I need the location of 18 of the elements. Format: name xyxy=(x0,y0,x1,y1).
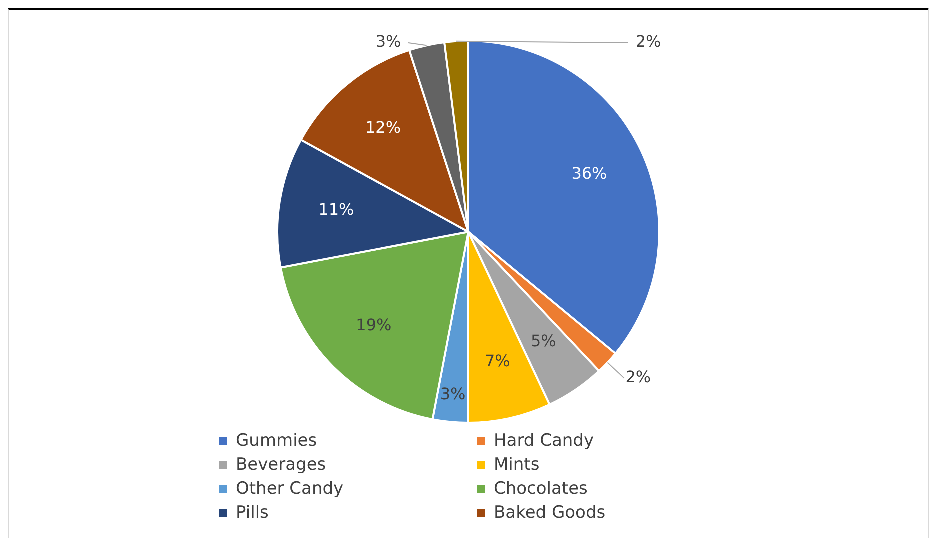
data-label: 3% xyxy=(376,32,402,52)
data-label: 12% xyxy=(365,118,402,138)
legend-label: Chocolates xyxy=(494,478,588,500)
data-label: 2% xyxy=(626,368,652,387)
data-label: 19% xyxy=(356,316,392,335)
data-label: 11% xyxy=(318,200,354,220)
legend-label: Baked Goods xyxy=(494,502,606,524)
legend-label: Beverages xyxy=(236,454,326,476)
legend-label: Gummies xyxy=(236,430,318,452)
legend-label: Pills xyxy=(236,502,269,524)
data-label: 36% xyxy=(572,164,608,184)
legend-label: Mints xyxy=(494,454,540,476)
legend-label: Hard Candy xyxy=(494,430,594,452)
data-label: 5% xyxy=(530,332,556,351)
data-label: 2% xyxy=(636,32,662,52)
data-label: 3% xyxy=(440,384,466,404)
data-label: 7% xyxy=(484,352,510,371)
legend-label: Other Candy xyxy=(236,478,344,500)
